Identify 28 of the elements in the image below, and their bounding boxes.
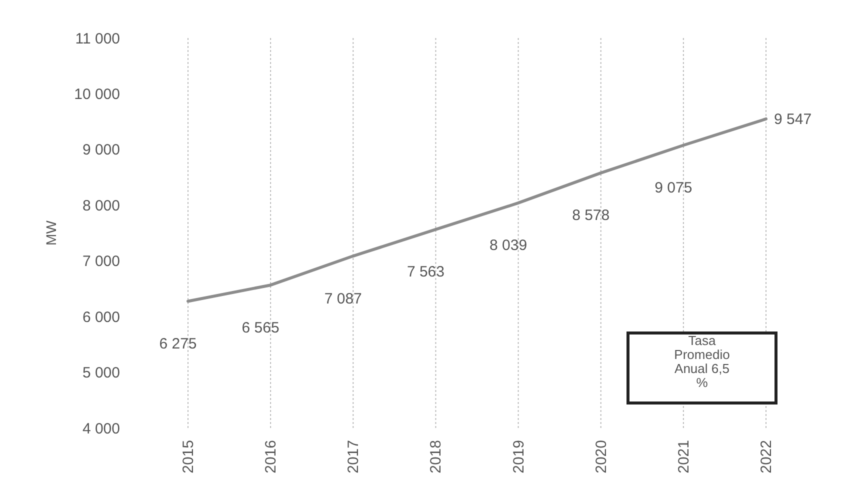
text: 9 547: [774, 111, 812, 128]
x-tick-label: 2019: [510, 440, 528, 474]
y-tick-label: 11 000: [75, 30, 120, 48]
text: 6 565: [242, 319, 280, 336]
x-tick-label: 2016: [262, 440, 280, 474]
x-tick-label: 2020: [592, 440, 610, 474]
annotation: Tasa Promedio Anual 6,5 %: [674, 333, 730, 390]
y-tick-label: 9 000: [82, 142, 120, 159]
x-tick-label: 2018: [428, 440, 445, 474]
text: 6 275: [159, 336, 197, 352]
y-tick-label: 6 000: [82, 308, 120, 326]
y-tick-label: 4 000: [82, 420, 120, 438]
x-tick-label: 2022: [758, 440, 775, 474]
line-series: [186, 117, 768, 303]
y-tick-label: 5 000: [82, 364, 120, 382]
text: 7 087: [324, 290, 362, 308]
y-tick-label: 10 000: [74, 86, 120, 103]
note-box: Tasa Promedio Anual 6,5 %: [626, 332, 778, 404]
y-tick-label: 7 000: [82, 253, 120, 270]
text: 8 039: [490, 237, 528, 254]
text: 8 578: [572, 207, 610, 224]
x-tick-label: 2015: [180, 440, 197, 474]
x-tick-label: 2017: [345, 440, 362, 474]
text: 7 563: [406, 264, 444, 281]
text: 9 075: [654, 180, 692, 196]
y-axis-title: MW: [43, 220, 59, 246]
y-tick-label: 8 000: [82, 197, 120, 214]
x-tick-label: 2021: [675, 440, 692, 474]
